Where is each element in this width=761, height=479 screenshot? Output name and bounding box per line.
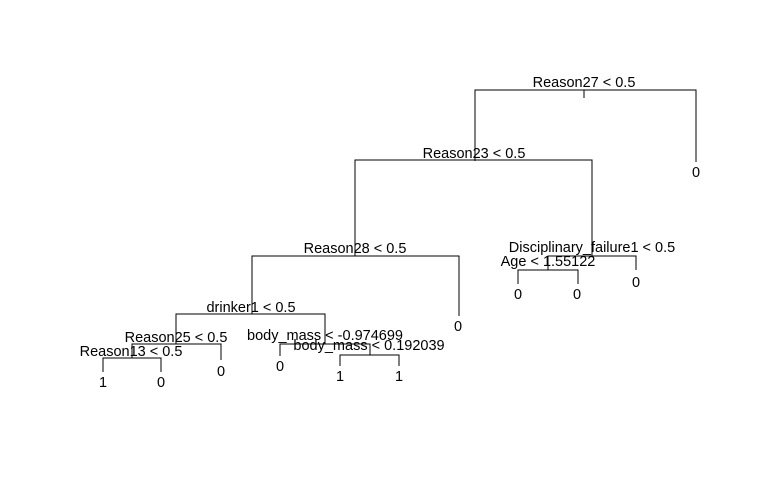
- edge-body-mass-1-split: [279, 343, 371, 356]
- edge-reason13-split: [102, 357, 162, 372]
- leaf-labels: 1 0 0 0 1 1 0 0 0 0 0: [99, 165, 700, 391]
- split-label-reason13: Reason13 < 0.5: [80, 344, 183, 360]
- split-label-drinker: drinker1 < 0.5: [206, 300, 295, 316]
- split-label-reason23: Reason23 < 0.5: [423, 146, 526, 162]
- leaf-label: 0: [217, 364, 225, 380]
- leaf-label: 0: [692, 165, 700, 181]
- edge-reason23-split: [354, 159, 593, 256]
- leaf-label: 0: [454, 319, 462, 335]
- edge-reason28-split: [251, 255, 460, 316]
- leaf-label: 0: [632, 275, 640, 291]
- edge-drinker-split: [175, 313, 326, 344]
- split-labels: Reason27 < 0.5 Reason23 < 0.5 Reason28 <…: [80, 75, 676, 360]
- edge-disciplinary-split: [547, 255, 637, 270]
- split-label-body-mass-2: body_mass < 0.192039: [293, 338, 444, 354]
- leaf-label: 0: [157, 375, 165, 391]
- split-label-disciplinary: Disciplinary_failure1 < 0.5: [509, 240, 675, 256]
- edge-reason25-split: [131, 343, 222, 360]
- leaf-label: 1: [336, 369, 344, 385]
- split-label-body-mass-1: body_mass < -0.974699: [247, 328, 403, 344]
- split-label-reason28: Reason28 < 0.5: [304, 241, 407, 257]
- edge-body-mass-2-split: [339, 354, 400, 366]
- edge-root-split: [474, 89, 697, 162]
- leaf-label: 0: [514, 287, 522, 303]
- leaf-label: 1: [395, 369, 403, 385]
- leaf-label: 0: [573, 287, 581, 303]
- leaf-label: 1: [99, 375, 107, 391]
- split-label-age: Age < 1.55122: [501, 254, 596, 270]
- split-label-reason25: Reason25 < 0.5: [125, 330, 228, 346]
- leaf-label: 0: [276, 359, 284, 375]
- split-label-reason27: Reason27 < 0.5: [533, 75, 636, 91]
- tree-edges: [102, 89, 697, 372]
- edge-age-split: [517, 269, 579, 284]
